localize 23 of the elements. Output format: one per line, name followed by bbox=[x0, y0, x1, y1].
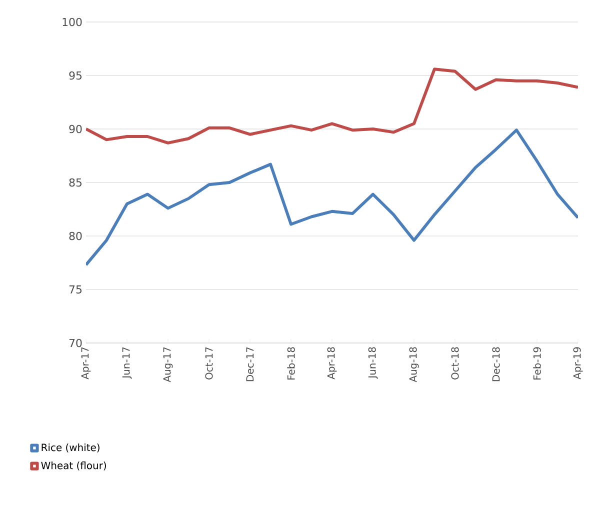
legend-label: Wheat (flour) bbox=[41, 462, 106, 470]
x-tick-label: Aug-18 bbox=[409, 347, 419, 382]
y-tick-label: 80 bbox=[69, 232, 82, 240]
legend-label: Rice (white) bbox=[42, 443, 100, 452]
x-tick-label: Feb-19 bbox=[533, 347, 541, 380]
y-tick-label: 95 bbox=[69, 71, 82, 80]
x-tick-label: Dec-18 bbox=[492, 347, 500, 382]
x-tick-label: Dec-17 bbox=[246, 347, 254, 382]
y-tick-label: 75 bbox=[69, 285, 82, 294]
y-tick-label: 100 bbox=[62, 18, 82, 26]
y-tick-label: 85 bbox=[69, 178, 82, 187]
x-tick-label: Feb-18 bbox=[287, 347, 295, 380]
x-tick-label: Apr-19 bbox=[573, 347, 583, 380]
x-tick-label: Oct-18 bbox=[451, 347, 459, 380]
x-tick-label: Jun-17 bbox=[122, 347, 132, 379]
x-tick-label: Aug-17 bbox=[163, 347, 173, 382]
x-tick-label: Jun-18 bbox=[368, 347, 378, 379]
y-tick-label: 70 bbox=[69, 338, 82, 348]
line-series bbox=[86, 128, 578, 266]
y-tick-label: 90 bbox=[69, 124, 82, 134]
x-tick-label: Apr-17 bbox=[81, 347, 91, 380]
x-tick-label: Apr-18 bbox=[327, 347, 337, 380]
x-tick-label: Oct-17 bbox=[205, 347, 213, 380]
